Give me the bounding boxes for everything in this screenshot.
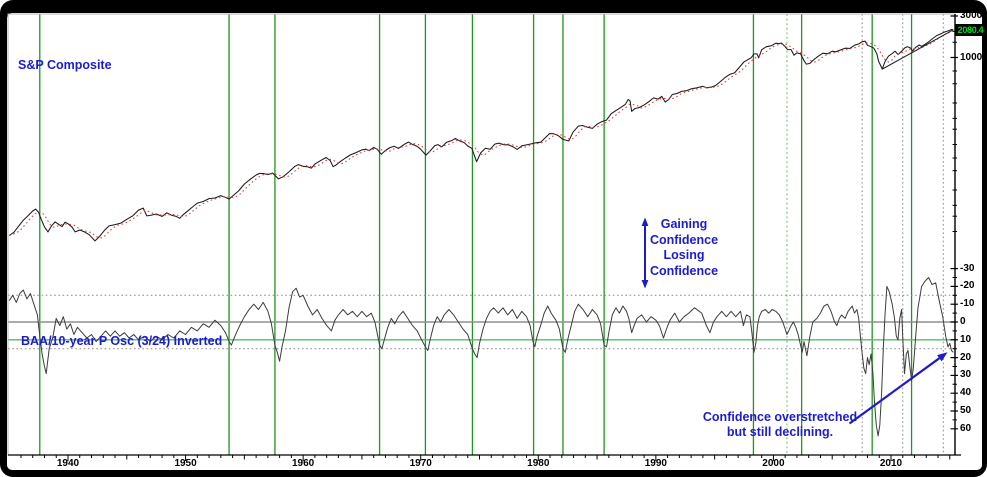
chart-canvas	[7, 13, 982, 470]
